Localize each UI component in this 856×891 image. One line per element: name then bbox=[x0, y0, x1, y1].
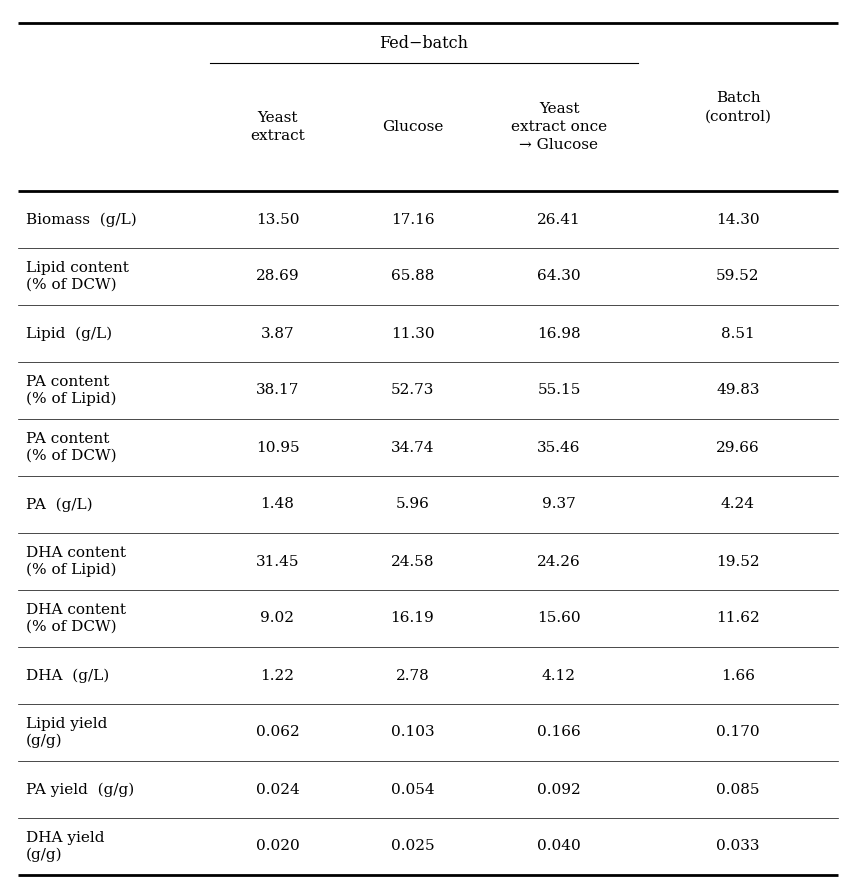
Text: 0.040: 0.040 bbox=[537, 839, 581, 854]
Text: 15.60: 15.60 bbox=[538, 611, 581, 625]
Text: PA yield  (g/g): PA yield (g/g) bbox=[26, 782, 134, 797]
Text: 0.025: 0.025 bbox=[390, 839, 434, 854]
Text: PA content
(% of DCW): PA content (% of DCW) bbox=[26, 432, 116, 463]
Text: DHA content
(% of Lipid): DHA content (% of Lipid) bbox=[26, 545, 126, 577]
Text: 0.170: 0.170 bbox=[716, 725, 760, 740]
Text: Biomass  (g/L): Biomass (g/L) bbox=[26, 212, 137, 226]
Text: 64.30: 64.30 bbox=[538, 269, 581, 283]
Text: 1.66: 1.66 bbox=[721, 668, 755, 683]
Text: Lipid yield
(g/g): Lipid yield (g/g) bbox=[26, 716, 107, 748]
Text: Lipid content
(% of DCW): Lipid content (% of DCW) bbox=[26, 261, 129, 292]
Text: 19.52: 19.52 bbox=[716, 554, 760, 568]
Text: 35.46: 35.46 bbox=[538, 440, 580, 454]
Text: 13.50: 13.50 bbox=[256, 212, 300, 226]
Text: 0.085: 0.085 bbox=[716, 782, 760, 797]
Text: 0.062: 0.062 bbox=[256, 725, 300, 740]
Text: 0.092: 0.092 bbox=[537, 782, 581, 797]
Text: 14.30: 14.30 bbox=[716, 212, 760, 226]
Text: 11.30: 11.30 bbox=[390, 326, 434, 340]
Text: 1.48: 1.48 bbox=[260, 497, 294, 511]
Text: 55.15: 55.15 bbox=[538, 383, 580, 397]
Text: Yeast
extract once
→ Glucose: Yeast extract once → Glucose bbox=[511, 102, 607, 152]
Text: Lipid  (g/L): Lipid (g/L) bbox=[26, 326, 112, 340]
Text: 16.98: 16.98 bbox=[538, 326, 581, 340]
Text: 65.88: 65.88 bbox=[391, 269, 434, 283]
Text: 11.62: 11.62 bbox=[716, 611, 760, 625]
Text: 17.16: 17.16 bbox=[390, 212, 434, 226]
Text: 0.033: 0.033 bbox=[716, 839, 760, 854]
Text: 0.103: 0.103 bbox=[390, 725, 434, 740]
Text: 34.74: 34.74 bbox=[390, 440, 434, 454]
Text: 26.41: 26.41 bbox=[537, 212, 581, 226]
Text: 0.054: 0.054 bbox=[390, 782, 434, 797]
Text: 2.78: 2.78 bbox=[395, 668, 430, 683]
Text: 3.87: 3.87 bbox=[261, 326, 294, 340]
Text: 16.19: 16.19 bbox=[390, 611, 434, 625]
Text: 5.96: 5.96 bbox=[395, 497, 430, 511]
Text: 8.51: 8.51 bbox=[721, 326, 755, 340]
Text: 0.020: 0.020 bbox=[256, 839, 300, 854]
Text: Fed−batch: Fed−batch bbox=[379, 35, 468, 52]
Text: PA content
(% of Lipid): PA content (% of Lipid) bbox=[26, 374, 116, 406]
Text: 4.12: 4.12 bbox=[542, 668, 576, 683]
Text: DHA content
(% of DCW): DHA content (% of DCW) bbox=[26, 603, 126, 634]
Text: 52.73: 52.73 bbox=[391, 383, 434, 397]
Text: 10.95: 10.95 bbox=[256, 440, 300, 454]
Text: 0.166: 0.166 bbox=[537, 725, 581, 740]
Text: Yeast
extract: Yeast extract bbox=[250, 110, 305, 143]
Text: Batch
(control): Batch (control) bbox=[704, 91, 771, 123]
Text: Glucose: Glucose bbox=[382, 120, 443, 134]
Text: PA  (g/L): PA (g/L) bbox=[26, 497, 92, 511]
Text: 29.66: 29.66 bbox=[716, 440, 760, 454]
Text: 4.24: 4.24 bbox=[721, 497, 755, 511]
Text: 59.52: 59.52 bbox=[716, 269, 760, 283]
Text: 24.58: 24.58 bbox=[390, 554, 434, 568]
Text: 0.024: 0.024 bbox=[256, 782, 300, 797]
Text: 24.26: 24.26 bbox=[537, 554, 581, 568]
Text: 1.22: 1.22 bbox=[260, 668, 294, 683]
Text: 38.17: 38.17 bbox=[256, 383, 300, 397]
Text: DHA  (g/L): DHA (g/L) bbox=[26, 668, 110, 683]
Text: 9.02: 9.02 bbox=[260, 611, 294, 625]
Text: 31.45: 31.45 bbox=[256, 554, 300, 568]
Text: 28.69: 28.69 bbox=[256, 269, 300, 283]
Text: DHA yield
(g/g): DHA yield (g/g) bbox=[26, 830, 104, 862]
Text: 49.83: 49.83 bbox=[716, 383, 760, 397]
Text: 9.37: 9.37 bbox=[542, 497, 576, 511]
